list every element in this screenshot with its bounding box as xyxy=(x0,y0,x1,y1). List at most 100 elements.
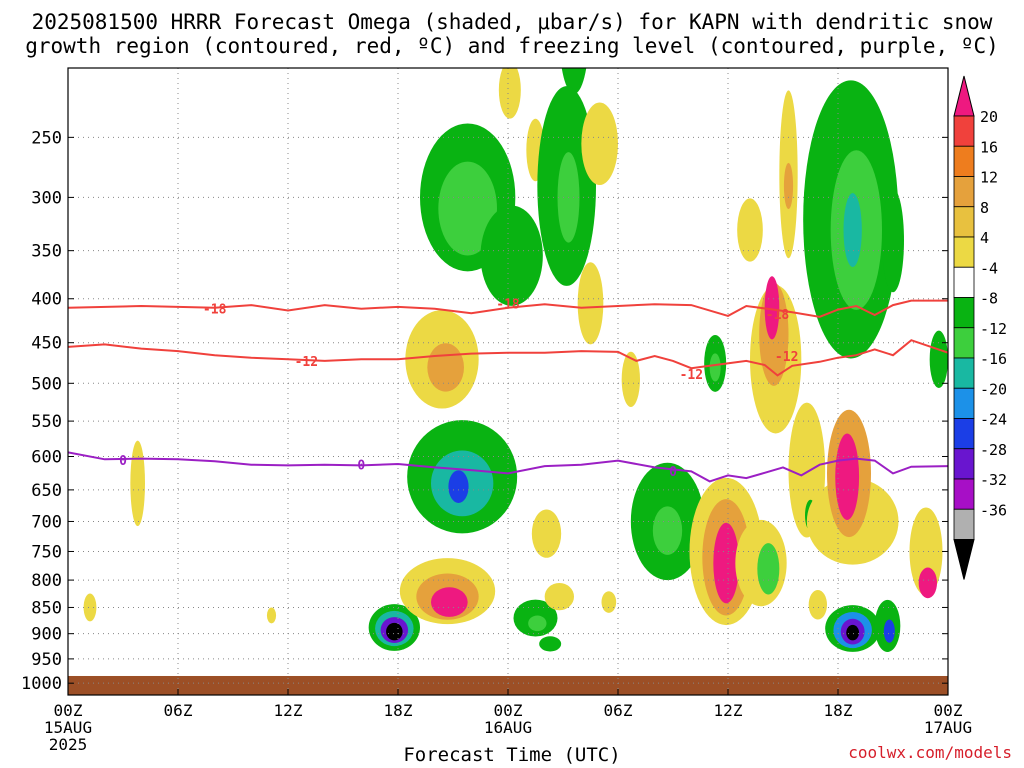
omega-cell-21 xyxy=(539,636,562,652)
colorbar-label-7: -12 xyxy=(980,320,1007,338)
omega-cell-49 xyxy=(808,589,827,620)
colorbar-label-12: -32 xyxy=(980,471,1007,489)
x-tick-date-48: 17AUG xyxy=(924,718,972,737)
contour-label-freezing_0-0: 0 xyxy=(119,454,127,469)
plot-area: -18 -18 -18 -12 -12 -12 0 0 0 xyxy=(67,67,949,696)
omega-cell-18 xyxy=(498,68,521,119)
y-tick-label-700: 700 xyxy=(31,512,62,532)
x-tick-date-0: 15AUG xyxy=(44,718,92,737)
x-axis-title: Forecast Time (UTC) xyxy=(403,744,621,766)
omega-cell-57 xyxy=(846,624,860,641)
colorbar-box-5 xyxy=(953,266,975,298)
y-tick-label-1000: 1000 xyxy=(21,674,62,694)
omega-cell-23 xyxy=(531,509,562,558)
y-tick-label-500: 500 xyxy=(31,374,62,394)
colorbar-box-10 xyxy=(953,418,975,450)
omega-cell-31 xyxy=(621,351,640,407)
omega-cell-17 xyxy=(480,205,543,306)
omega-cell-64 xyxy=(918,567,937,599)
colorbar-box-7 xyxy=(953,327,975,359)
x-tick-label-18: 18Z xyxy=(384,701,413,720)
colorbar-box-1 xyxy=(953,145,975,177)
colorbar-label-1: 16 xyxy=(980,138,998,156)
colorbar-top-arrow xyxy=(953,75,975,117)
y-tick-label-750: 750 xyxy=(31,542,62,562)
y-tick-label-400: 400 xyxy=(31,290,62,310)
contour-label-freezing_0-1: 0 xyxy=(357,459,365,474)
colorbar-box-9 xyxy=(953,387,975,419)
contour-dgz_minus12 xyxy=(68,339,948,377)
colorbar-box-3 xyxy=(953,206,975,238)
omega-cell-29 xyxy=(577,262,604,345)
omega-cell-65 xyxy=(929,330,948,388)
axis-ticks: 250 300 350 400 450 500 550 600 650 700 750 800 850 9… xyxy=(21,128,972,754)
y-tick-label-900: 900 xyxy=(31,625,62,645)
colorbar-box-2 xyxy=(953,176,975,208)
colorbar-bottom-arrow xyxy=(953,539,975,580)
omega-cell-30 xyxy=(601,591,617,613)
colorbar-label-6: -8 xyxy=(980,290,998,308)
plot-inner: -18 -18 -18 -12 -12 -12 0 0 0 xyxy=(68,68,948,695)
contour-label-dgz_minus12-0: -12 xyxy=(295,355,318,370)
x-tick-label-36: 12Z xyxy=(714,701,743,720)
colorbar-box-12 xyxy=(953,478,975,510)
colorbar-box-0 xyxy=(953,115,975,147)
omega-cell-59 xyxy=(835,433,860,520)
colorbar-label-3: 8 xyxy=(980,199,989,217)
contour-label-freezing_0-2: 0 xyxy=(669,465,677,480)
omega-cell-61 xyxy=(883,619,895,643)
y-tick-label-800: 800 xyxy=(31,571,62,591)
omega-cell-20 xyxy=(528,615,547,632)
y-tick-label-450: 450 xyxy=(31,334,62,354)
x-tick-label-48: 00Z xyxy=(934,701,963,720)
omega-cell-52 xyxy=(843,193,862,267)
omega-cell-42 xyxy=(764,276,780,340)
contour-label-dgz_minus18-0: -18 xyxy=(203,303,227,318)
y-tick-label-550: 550 xyxy=(31,412,62,432)
omega-cell-25 xyxy=(561,68,587,94)
contour-label-dgz_minus12-2: -12 xyxy=(775,350,798,365)
x-tick-label-42: 18Z xyxy=(824,701,853,720)
omega-cell-28 xyxy=(581,102,619,185)
y-tick-label-600: 600 xyxy=(31,448,62,468)
omega-cell-33 xyxy=(652,506,683,555)
colorbar-label-5: -4 xyxy=(980,259,998,277)
contour-freezing_0 xyxy=(68,451,948,483)
x-tick-label-6: 06Z xyxy=(164,701,193,720)
omega-cell-39 xyxy=(737,198,763,262)
credit-text: coolwx.com/models xyxy=(848,743,1012,762)
chart-title-line-1: 2025081500 HRRR Forecast Omega (shaded, … xyxy=(31,10,993,34)
omega-cell-46 xyxy=(783,162,794,210)
x-tick-label-12: 12Z xyxy=(274,701,303,720)
colorbar-label-11: -28 xyxy=(980,441,1007,459)
y-tick-label-250: 250 xyxy=(31,128,62,148)
contour-label-dgz_minus18-1: -18 xyxy=(496,297,520,312)
colorbar-box-13 xyxy=(953,508,975,540)
omega-cell-24 xyxy=(544,583,574,611)
colorbar-label-0: 20 xyxy=(980,108,998,126)
omega-cell-2 xyxy=(266,607,277,624)
colorbar-box-4 xyxy=(953,236,975,268)
omega-cell-38 xyxy=(713,522,740,604)
omega-cell-6 xyxy=(386,622,403,641)
omega-cell-0 xyxy=(83,593,97,622)
colorbar-label-8: -16 xyxy=(980,350,1007,368)
colorbar-label-4: 4 xyxy=(980,229,989,247)
omega-cell-35 xyxy=(709,353,721,382)
y-tick-label-950: 950 xyxy=(31,650,62,670)
contour-label-dgz_minus12-1: -12 xyxy=(680,368,703,383)
x-tick-label-24: 00Z xyxy=(494,701,523,720)
y-tick-label-850: 850 xyxy=(31,598,62,618)
omega-cell-62 xyxy=(882,188,904,293)
x-tick-label-30: 06Z xyxy=(604,701,633,720)
omega-cell-44 xyxy=(757,543,780,595)
colorbar-box-6 xyxy=(953,297,975,329)
y-tick-label-300: 300 xyxy=(31,188,62,208)
x-tick-date-24: 16AUG xyxy=(484,718,532,737)
contour-dgz_minus18 xyxy=(68,299,948,318)
omega-cell-14 xyxy=(427,343,464,392)
contour-label-dgz_minus18-2: -18 xyxy=(766,308,790,323)
colorbar-label-9: -20 xyxy=(980,380,1007,398)
colorbar: 20 16 12 8 4 -4 -8 -12 -16 -20 -24 -28 -32 -36 xyxy=(953,75,1007,580)
